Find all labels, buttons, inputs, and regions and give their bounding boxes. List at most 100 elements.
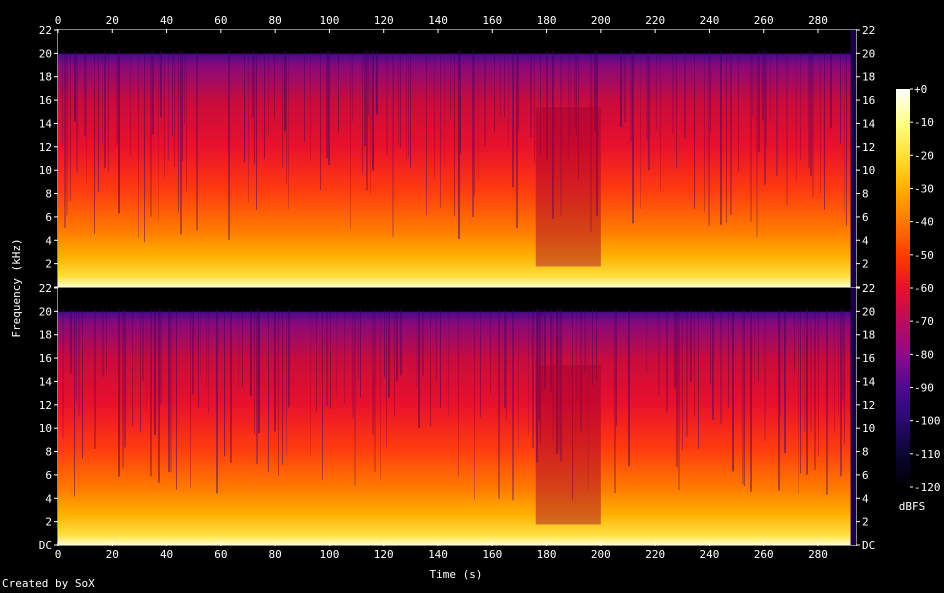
colorbar-tick-label: -50 (914, 249, 934, 262)
channel-1-streaks (62, 50, 847, 243)
channel-1-quiet-region (535, 107, 601, 267)
x-tick-label: 260 (754, 14, 774, 27)
colorbar-tick-label: -30 (914, 183, 934, 196)
x-tick-label: 120 (374, 14, 394, 27)
colorbar-gradient (896, 89, 910, 487)
x-tick-label: 180 (537, 548, 557, 561)
x-tick-label: 160 (482, 14, 502, 27)
y-tick-label-left: 4 (45, 492, 52, 505)
colorbar-tick-label: -70 (914, 315, 934, 328)
y-tick-label-left: 8 (45, 446, 52, 459)
y-axis-label: Frequency (kHz) (10, 238, 23, 337)
x-tick-label: 60 (214, 548, 227, 561)
y-tick-label-left: 20 (39, 47, 52, 60)
y-tick-label-left: 6 (45, 469, 52, 482)
y-tick-label-left: 22 (39, 282, 52, 295)
x-tick-label: 0 (55, 548, 62, 561)
colorbar-tick-label: -40 (914, 216, 934, 229)
y-tick-label-right: 8 (862, 188, 869, 201)
y-tick-label-right: 16 (862, 352, 875, 365)
y-tick-label-left: 14 (39, 375, 53, 388)
y-tick-label-right: 14 (862, 117, 876, 130)
x-tick-label: 140 (428, 548, 448, 561)
x-tick-label: 100 (319, 548, 339, 561)
y-tick-label-right: 10 (862, 164, 875, 177)
colorbar-tick-label: -110 (914, 448, 941, 461)
channel-2-spectrum (58, 288, 856, 545)
y-tick-label-right: 10 (862, 422, 875, 435)
x-tick-label: 280 (808, 548, 828, 561)
spectrogram-panels (57, 29, 857, 546)
x-tick-label: 0 (55, 14, 62, 27)
y-tick-label-right: 14 (862, 375, 876, 388)
colorbar-tick-label: +0 (914, 83, 927, 96)
x-axis-label: Time (s) (430, 568, 483, 581)
y-tick-label-right: 20 (862, 47, 875, 60)
channel-2-quiet-region (535, 365, 601, 525)
y-tick-label-left: 12 (39, 141, 52, 154)
x-tick-label: 280 (808, 14, 828, 27)
y-tick-label-left: 18 (39, 329, 52, 342)
credit-text: Created by SoX (2, 577, 95, 590)
y-tick-label-left: 16 (39, 94, 52, 107)
x-tick-label: 40 (160, 548, 173, 561)
x-tick-label: 240 (699, 14, 719, 27)
y-tick-label-left: 6 (45, 211, 52, 224)
x-tick-label: 40 (160, 14, 173, 27)
channel-2-panel (57, 287, 857, 546)
colorbar-tick-label: -80 (914, 348, 934, 361)
colorbar-label: dBFS (899, 500, 926, 513)
x-tick-label: 220 (645, 14, 665, 27)
y-tick-label-left: 10 (39, 422, 52, 435)
y-tick-label-left: 14 (39, 117, 53, 130)
y-tick-label-left: 20 (39, 305, 52, 318)
y-tick-label-right: 20 (862, 305, 875, 318)
y-tick-label-right: 6 (862, 211, 869, 224)
channel-2-end-fade (850, 288, 856, 545)
x-tick-label: 200 (591, 548, 611, 561)
y-tick-label-right: 18 (862, 71, 875, 84)
x-tick-label: 180 (537, 14, 557, 27)
channel-1-end-fade (850, 30, 856, 287)
channel-2-frame (57, 287, 857, 546)
colorbar-tick-label: -90 (914, 382, 934, 395)
y-tick-label-left: 2 (45, 516, 52, 529)
x-tick-label: 240 (699, 548, 719, 561)
y-tick-label-left: 22 (39, 24, 52, 37)
y-tick-label-right: 2 (862, 258, 869, 271)
x-tick-label: 100 (319, 14, 339, 27)
y-tick-label-right: 18 (862, 329, 875, 342)
y-tick-label-right: 22 (862, 24, 875, 37)
colorbar-tick-label: -60 (914, 282, 934, 295)
colorbar-tick-label: -120 (914, 481, 941, 494)
y-tick-label-left: 12 (39, 399, 52, 412)
y-tick-label-left: 18 (39, 71, 52, 84)
y-tick-label-right: 4 (862, 492, 869, 505)
y-tick-label-right: 4 (862, 234, 869, 247)
x-ticks-top: 0 20 40 60 80 100 120 140 160 180 200 220 240 260 280 (55, 14, 828, 33)
x-tick-label: 160 (482, 548, 502, 561)
y-tick-label-left: 8 (45, 188, 52, 201)
channel-1-spectrum (58, 30, 856, 287)
y-tick-label-right: 8 (862, 446, 869, 459)
y-tick-label-right: 12 (862, 399, 875, 412)
x-tick-label: 60 (214, 14, 227, 27)
channel-2-streaks (62, 308, 854, 501)
colorbar-tick-label: -100 (914, 415, 941, 428)
y-tick-label-left: 2 (45, 258, 52, 271)
x-tick-label: 260 (754, 548, 774, 561)
y-tick-label-left: 10 (39, 164, 52, 177)
colorbar-tick-label: -10 (914, 116, 934, 129)
x-tick-label: 120 (374, 548, 394, 561)
channel-1-panel (57, 29, 857, 288)
y-tick-label-right: 12 (862, 141, 875, 154)
x-ticks-bottom: 0 20 40 60 80 100 120 140 160 180 200 220 240 260 280 (55, 542, 828, 561)
x-tick-label: 200 (591, 14, 611, 27)
y-tick-label-left: 4 (45, 234, 52, 247)
x-tick-label: 220 (645, 548, 665, 561)
y-tick-label-right: 2 (862, 516, 869, 529)
x-tick-label: 140 (428, 14, 448, 27)
colorbar-tick-label: -20 (914, 149, 934, 162)
